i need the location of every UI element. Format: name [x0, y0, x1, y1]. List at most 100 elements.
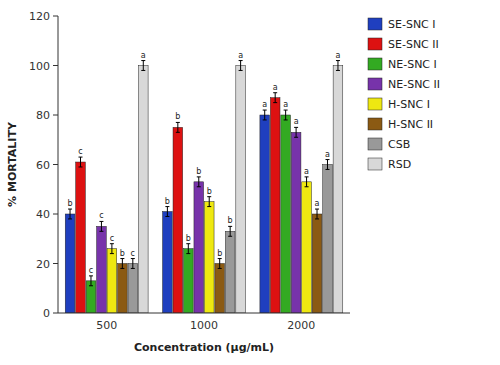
- error-bar: [89, 276, 93, 286]
- error-bar-stem: [230, 226, 231, 236]
- annotation: c: [99, 211, 103, 220]
- error-bar-cap: [315, 218, 319, 219]
- error-bar: [197, 177, 201, 187]
- bar: [215, 264, 225, 314]
- bar: [225, 231, 235, 313]
- bar: [65, 214, 75, 313]
- error-bar-stem: [70, 209, 71, 219]
- error-bar-stem: [296, 127, 297, 137]
- y-tick-label: 120: [29, 10, 50, 23]
- error-bar-stem: [209, 197, 210, 207]
- error-bar-stem: [198, 177, 199, 187]
- bar: [138, 66, 148, 314]
- error-bar-cap: [165, 216, 169, 217]
- error-bar-stem: [143, 61, 144, 71]
- y-tick: [53, 16, 58, 17]
- bar: [236, 66, 246, 314]
- chart-container: 020406080100120bbacbacbacbacbabbacbaaaa5…: [0, 0, 500, 365]
- y-tick: [53, 65, 58, 66]
- annotation: a: [315, 199, 320, 208]
- bar: [183, 249, 193, 313]
- error-bar-cap: [305, 186, 309, 187]
- error-bar-cap: [218, 258, 222, 259]
- annotation: b: [217, 249, 222, 258]
- bar: [333, 66, 343, 314]
- y-tick: [53, 313, 58, 314]
- error-bar-cap: [110, 253, 114, 254]
- error-bar-cap: [186, 253, 190, 254]
- error-bar-stem: [177, 122, 178, 132]
- y-tick-label: 40: [36, 208, 50, 221]
- legend-swatch: [368, 18, 382, 30]
- error-bar-cap: [186, 243, 190, 244]
- y-tick-label: 80: [36, 109, 50, 122]
- legend: SE-SNC ISE-SNC IINE-SNC INE-SNC IIH-SNC …: [368, 18, 440, 171]
- error-bar-cap: [207, 196, 211, 197]
- error-bar-cap: [315, 209, 319, 210]
- bar: [97, 226, 107, 313]
- error-bar-cap: [325, 169, 329, 170]
- error-bar-cap: [99, 221, 103, 222]
- error-bar-cap: [263, 110, 267, 111]
- error-bar-cap: [68, 218, 72, 219]
- error-bar-cap: [79, 166, 83, 167]
- bar: [302, 182, 312, 313]
- x-tick-label: 500: [96, 319, 117, 332]
- error-bar-cap: [99, 231, 103, 232]
- error-bar-cap: [110, 243, 114, 244]
- error-bar-stem: [111, 244, 112, 254]
- legend-swatch: [368, 78, 382, 90]
- error-bar-cap: [294, 137, 298, 138]
- error-bar-stem: [132, 259, 133, 269]
- y-axis-line: [58, 16, 59, 313]
- bar: [163, 212, 173, 313]
- error-bar: [141, 61, 145, 71]
- error-bar-stem: [122, 259, 123, 269]
- x-tick-label: 1000: [190, 319, 218, 332]
- error-bar-cap: [89, 285, 93, 286]
- error-bar: [186, 244, 190, 254]
- x-axis-line: [58, 313, 350, 314]
- error-bar: [273, 93, 277, 103]
- annotation: a: [238, 51, 243, 60]
- bar: [173, 127, 183, 313]
- error-bar-cap: [325, 159, 329, 160]
- error-bar-cap: [239, 70, 243, 71]
- legend-swatch: [368, 38, 382, 50]
- error-bar: [79, 157, 83, 167]
- annotation: b: [68, 199, 73, 208]
- error-bar-cap: [336, 60, 340, 61]
- error-bar-stem: [327, 160, 328, 170]
- error-bar-stem: [101, 221, 102, 231]
- annotation: a: [294, 117, 299, 126]
- error-bar: [284, 110, 288, 120]
- annotation: b: [207, 187, 212, 196]
- error-bar-cap: [120, 268, 124, 269]
- error-bar-cap: [176, 132, 180, 133]
- error-bar-cap: [228, 226, 232, 227]
- annotation: b: [228, 216, 233, 225]
- y-tick: [53, 263, 58, 264]
- legend-swatch: [368, 98, 382, 110]
- annotation: a: [141, 51, 146, 60]
- bar: [76, 162, 86, 313]
- error-bar-cap: [120, 258, 124, 259]
- error-bar-stem: [285, 110, 286, 120]
- legend-swatch: [368, 118, 382, 130]
- legend-swatch: [368, 58, 382, 70]
- bar: [118, 264, 128, 314]
- error-bar-cap: [197, 176, 201, 177]
- bar: [194, 182, 204, 313]
- legend-swatch: [368, 158, 382, 170]
- error-bar-cap: [228, 236, 232, 237]
- annotation: b: [120, 249, 125, 258]
- error-bar: [131, 259, 135, 269]
- y-axis-label: % MORTALITY: [6, 121, 19, 207]
- error-bar-cap: [284, 119, 288, 120]
- error-bar-stem: [188, 244, 189, 254]
- error-bar-stem: [90, 276, 91, 286]
- error-bar: [99, 221, 103, 231]
- error-bar: [228, 226, 232, 236]
- annotation: a: [262, 100, 267, 109]
- bar: [312, 214, 322, 313]
